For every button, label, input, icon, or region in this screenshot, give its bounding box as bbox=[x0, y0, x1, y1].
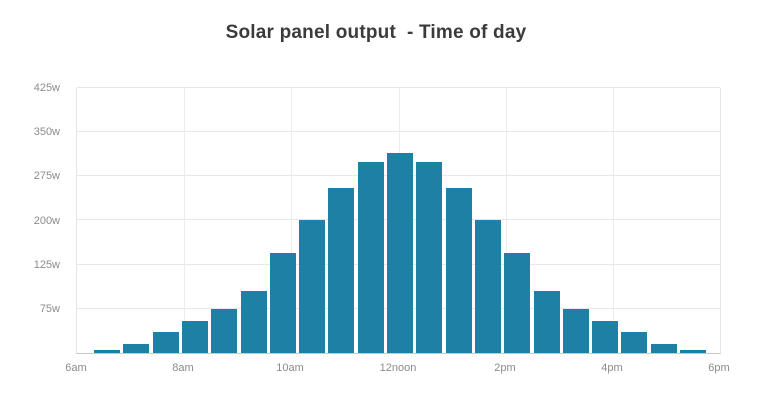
bar bbox=[270, 253, 296, 353]
bar bbox=[446, 188, 472, 353]
bar bbox=[680, 350, 706, 353]
y-axis-tick-label: 75w bbox=[39, 303, 60, 315]
y-axis-tick-label: 350w bbox=[33, 126, 60, 138]
vertical-gridline bbox=[506, 88, 507, 353]
bar bbox=[387, 153, 413, 353]
bar bbox=[153, 332, 179, 353]
plot-area bbox=[76, 87, 721, 354]
y-axis-tick-label: 275w bbox=[33, 170, 60, 182]
x-axis-tick-label: 4pm bbox=[601, 362, 623, 374]
bar bbox=[534, 291, 560, 353]
bar bbox=[241, 291, 267, 353]
x-axis-tick-label: 6am bbox=[65, 362, 87, 374]
bar bbox=[504, 253, 530, 353]
vertical-gridline bbox=[613, 88, 614, 353]
vertical-gridline bbox=[291, 88, 292, 353]
chart-title: Solar panel output - Time of day bbox=[225, 22, 527, 43]
y-axis-tick-label: 125w bbox=[33, 259, 60, 271]
bar bbox=[621, 332, 647, 353]
bar bbox=[358, 162, 384, 353]
y-axis-tick-label: 425w bbox=[33, 82, 60, 94]
bar bbox=[475, 220, 501, 353]
y-axis-tick-label: 200w bbox=[33, 215, 60, 227]
bar bbox=[182, 321, 208, 353]
bar bbox=[563, 309, 589, 353]
bar bbox=[416, 162, 442, 353]
x-axis-tick-label: 8am bbox=[172, 362, 194, 374]
x-axis-tick-label: 2pm bbox=[494, 362, 516, 374]
bar bbox=[299, 220, 325, 353]
horizontal-gridline bbox=[77, 131, 720, 132]
x-axis-tick-label: 10am bbox=[276, 362, 304, 374]
x-axis-tick-label: 6pm bbox=[708, 362, 730, 374]
bar bbox=[123, 344, 149, 353]
bar bbox=[211, 309, 237, 353]
bar bbox=[94, 350, 120, 353]
vertical-gridline bbox=[184, 88, 185, 353]
bar bbox=[592, 321, 618, 353]
bar bbox=[651, 344, 677, 353]
bar bbox=[328, 188, 354, 353]
horizontal-gridline bbox=[77, 87, 720, 88]
x-axis-tick-label: 12noon bbox=[379, 362, 417, 374]
